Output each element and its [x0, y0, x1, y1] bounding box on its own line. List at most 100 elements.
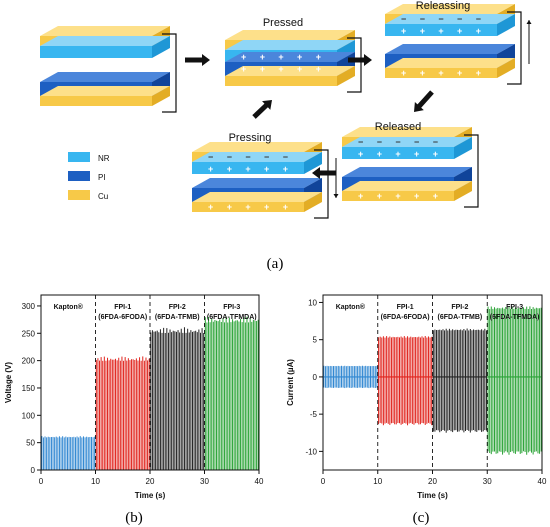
- device-pressing-cu-charge-bottom: +: [227, 202, 232, 212]
- device-pressing-cu-charge: −: [227, 152, 232, 162]
- x-tick-label: 30: [483, 477, 492, 486]
- x-axis-label: Time (s): [417, 491, 448, 500]
- device-initial-top-nr-front: [40, 46, 152, 58]
- y-tick-label: 5: [313, 336, 318, 345]
- device-releasing-bottom-cu-side: [497, 58, 515, 78]
- y-axis-label: Voltage (V): [4, 362, 13, 404]
- series-fpi3: [487, 306, 542, 455]
- device-pressed-pi-charge: +: [297, 64, 302, 74]
- legend: NR PI Cu: [68, 152, 110, 201]
- current-chart: Kapton® FPI-1 (6FDA-6FODA) FPI-2 (6FDA-TFMB)…: [286, 294, 547, 500]
- device-released-top-nr-top: [342, 137, 472, 147]
- device-released: − − − − − + + + + + + + + + +: [342, 127, 479, 208]
- arrow-pressed-to-releasing-shape: [348, 54, 372, 66]
- device-released-nr-charge: +: [433, 149, 438, 159]
- device-released-cu-charge-bottom: +: [414, 191, 419, 201]
- device-pressed-bottom-cu-top: [225, 66, 355, 76]
- device-pressing-bottom-cu-front: [192, 202, 304, 212]
- device-initial-bottom-cu-side: [152, 86, 170, 106]
- device-released-top-nr-side: [454, 137, 472, 159]
- series-fpi3: [204, 316, 259, 471]
- device-initial-bottom-cu-front: [40, 96, 152, 106]
- region-label: FPI-3: [223, 304, 240, 311]
- device-releasing-cu-charge: −: [457, 14, 462, 24]
- y-axis-label: Current (µA): [286, 359, 295, 406]
- y-tick-label: 150: [22, 384, 36, 393]
- device-releasing-top-cu-top: [385, 4, 515, 14]
- device-pressing-top-nr-side: [304, 152, 322, 174]
- device-released-cu-charge-bottom: +: [433, 191, 438, 201]
- stage-label-releasing: Releassing: [416, 0, 470, 12]
- device-pressing-nr-charge: +: [227, 164, 232, 174]
- device-releasing-cu-charge: −: [438, 14, 443, 24]
- region-sublabel: (6FDA-TFMB): [155, 314, 200, 321]
- device-released-nr-charge: +: [414, 149, 419, 159]
- device-releasing-nr-charge: +: [420, 26, 425, 36]
- x-tick-label: 0: [39, 477, 44, 486]
- arrow-pressed-to-releasing: [348, 54, 372, 66]
- device-releasing-current-arrowhead: [526, 20, 532, 24]
- region-sublabel: (6FDA-TFMDA): [207, 314, 257, 321]
- device-pressed-top-nr-top: [225, 40, 355, 50]
- device-releasing-bottom-cu: [385, 58, 515, 78]
- device-pressing-nr-charge: +: [208, 164, 213, 174]
- device-pressed-nr-charge: +: [241, 52, 246, 62]
- device-pressed-pi-charge: +: [278, 64, 283, 74]
- device-releasing-nr-charge: +: [401, 26, 406, 36]
- device-releasing-cu-charge: −: [476, 14, 481, 24]
- region-sublabel: (6FDA-TFMB): [438, 314, 483, 321]
- device-pressed-bottom-cu-front: [225, 76, 337, 86]
- device-released-nr-charge: +: [377, 149, 382, 159]
- device-released-cu-charge-bottom: +: [395, 191, 400, 201]
- device-pressed-bottom-cu: [225, 66, 355, 86]
- arrow-pressing-to-pressed-shape: [252, 100, 273, 119]
- device-releasing-cu-charge-bottom: +: [401, 68, 406, 78]
- device-pressed-wire: [347, 37, 362, 93]
- device-pressed-bottom-cu-side: [337, 66, 355, 86]
- device-released-cu-charge-bottom: +: [358, 191, 363, 201]
- series-fpi1: [95, 356, 150, 471]
- device-pressing-nr-charge: +: [264, 164, 269, 174]
- y-tick-label: 250: [22, 329, 36, 338]
- legend-swatch-nr: [68, 152, 90, 162]
- panel-c-label: (c): [413, 510, 430, 526]
- x-tick-label: 10: [91, 477, 100, 486]
- panel-b-label: (b): [125, 510, 143, 526]
- series-kapton: [41, 436, 96, 471]
- device-pressing-top-nr-front: [192, 162, 304, 174]
- panel-a-diagram: + + + + + + + + + + Pressed − − − − − + + + + + + + + + + Releassi…: [40, 0, 532, 219]
- device-releasing: − − − − − + + + + + + + + + +: [385, 4, 532, 85]
- arrow-released-to-pressing-shape: [312, 167, 336, 179]
- panel-a-label: (a): [267, 256, 284, 272]
- series-fpi1: [377, 336, 433, 426]
- device-initial-top-nr-side: [152, 36, 170, 58]
- device-released-bottom-cu-top: [342, 181, 472, 191]
- device-releasing-cu-charge-bottom: +: [438, 68, 443, 78]
- y-tick-label: 100: [22, 411, 36, 420]
- x-tick-label: 30: [200, 477, 209, 486]
- device-pressing-cu-charge-bottom: +: [283, 202, 288, 212]
- region-label: FPI-2: [169, 304, 186, 311]
- device-pressing-cu-charge: −: [208, 152, 213, 162]
- x-tick-label: 20: [146, 477, 155, 486]
- device-pressed-pi-charge: +: [260, 64, 265, 74]
- stage-label-pressed: Pressed: [263, 17, 303, 29]
- device-initial-top-nr-top: [40, 36, 170, 46]
- series-fpi2: [150, 327, 205, 471]
- device-releasing-wire: [507, 11, 522, 85]
- device-pressing-bottom-cu-side: [304, 192, 322, 212]
- device-pressing-nr-charge: +: [245, 164, 250, 174]
- device-initial-top-nr: [40, 36, 170, 58]
- device-initial-top-cu-top: [40, 26, 170, 36]
- device-released-wire: [464, 134, 479, 208]
- x-axis-label: Time (s): [135, 491, 166, 500]
- device-releasing-bottom-cu-front: [385, 68, 497, 78]
- device-pressed-top-cu-top: [225, 30, 355, 40]
- device-released-top-nr-front: [342, 147, 454, 159]
- device-releasing-bottom-cu-top: [385, 58, 515, 68]
- region-label: Kapton®: [336, 303, 366, 311]
- region-sublabel: (6FDA-TFMDA): [490, 314, 540, 321]
- device-released-nr-charge: +: [358, 149, 363, 159]
- device-releasing-nr-charge: +: [476, 26, 481, 36]
- device-initial-wire: [162, 33, 177, 113]
